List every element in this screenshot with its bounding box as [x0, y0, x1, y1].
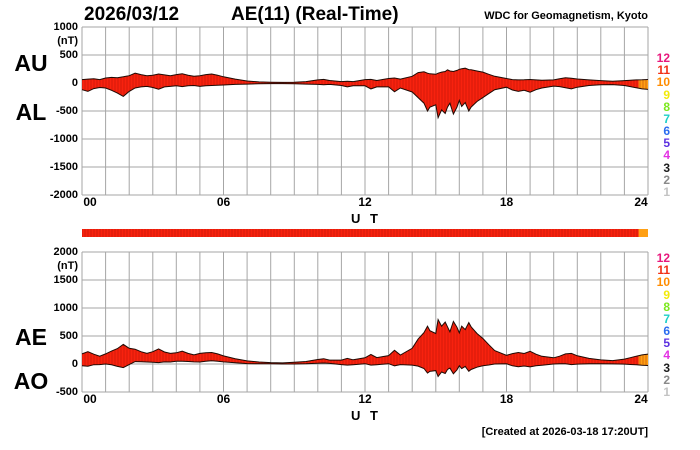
- y-tick-label: 500: [59, 49, 78, 61]
- label-al: AL: [15, 99, 47, 125]
- y-tick-label: 2000: [53, 246, 78, 258]
- station-count-number: 2: [663, 372, 670, 387]
- x-tick-label: 00: [83, 392, 97, 406]
- station-count-number: 6: [663, 324, 670, 339]
- station-count-number: 1: [663, 184, 670, 199]
- station-count-number: 3: [663, 360, 670, 375]
- station-count-number: 9: [663, 287, 670, 302]
- label-ao: AO: [13, 368, 49, 394]
- station-count-number: 4: [663, 348, 670, 363]
- station-count-number: 5: [663, 136, 670, 151]
- station-count-number: 11: [657, 63, 670, 78]
- y-tick-label: 0: [71, 77, 78, 89]
- station-count-number: 2: [663, 172, 670, 187]
- xaxis-title-top: U T: [351, 211, 381, 226]
- created-timestamp: [Created at 2026-03-18 17:20UT]: [481, 426, 648, 438]
- station-count-number: 10: [656, 275, 670, 290]
- y-tick-label: 1000: [53, 21, 78, 33]
- label-au: AU: [14, 50, 48, 76]
- y-tick-label: -500: [55, 105, 78, 117]
- x-tick-label: 12: [358, 195, 372, 209]
- y-tick-label: 1500: [53, 274, 78, 286]
- station-count-number: 4: [663, 148, 670, 163]
- y-tick-label: 1000: [53, 302, 78, 314]
- label-ae: AE: [15, 324, 47, 350]
- station-count-number: 11: [657, 263, 670, 278]
- station-count-number: 8: [663, 299, 670, 314]
- station-count-number: 7: [663, 311, 670, 326]
- plot-date: 2026/03/12: [84, 4, 180, 25]
- station-count-number: 3: [663, 160, 670, 175]
- station-count-number: 10: [656, 75, 670, 90]
- station-count-number: 12: [656, 51, 670, 65]
- organization-label: WDC for Geomagnetism, Kyoto: [484, 10, 648, 22]
- x-tick-label: 00: [83, 195, 97, 209]
- x-tick-label: 24: [634, 195, 648, 209]
- y-axis-unit-label: (nT): [57, 35, 78, 47]
- station-count-number: 7: [663, 111, 670, 126]
- x-tick-label: 12: [358, 392, 372, 406]
- station-count-number: 1: [663, 384, 670, 399]
- y-axis-unit-label: (nT): [57, 260, 78, 272]
- xaxis-title-bottom: U T: [351, 408, 381, 423]
- station-count-number: 5: [663, 336, 670, 351]
- station-count-number: 8: [663, 99, 670, 114]
- x-tick-label: 06: [216, 392, 231, 406]
- station-count-number: 9: [663, 87, 670, 102]
- y-tick-label: -2000: [49, 189, 78, 201]
- plot-title: AE(11) (Real-Time): [231, 4, 399, 25]
- x-tick-label: 18: [499, 392, 514, 406]
- x-tick-label: 18: [499, 195, 514, 209]
- y-tick-label: -1000: [49, 133, 78, 145]
- y-tick-label: -1500: [49, 161, 78, 173]
- station-count-number: 6: [663, 124, 670, 139]
- station-count-number: 12: [656, 251, 670, 265]
- x-tick-label: 06: [216, 195, 231, 209]
- x-tick-label: 24: [634, 392, 648, 406]
- y-tick-label: -500: [55, 386, 78, 398]
- y-tick-label: 0: [71, 358, 78, 370]
- y-tick-label: 500: [59, 330, 78, 342]
